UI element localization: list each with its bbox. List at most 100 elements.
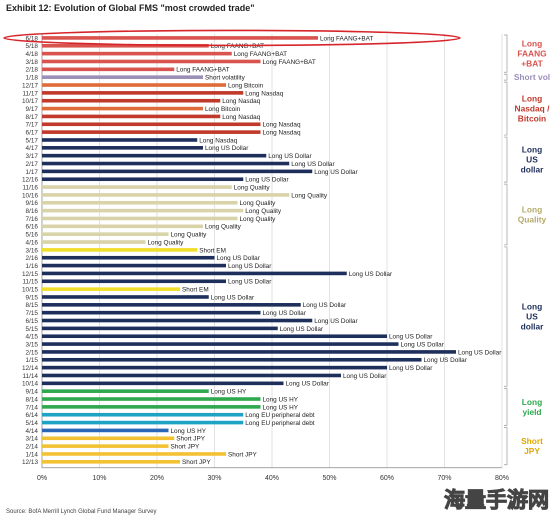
group-label: Long (522, 302, 542, 312)
data-label: Long EU peripheral debt (245, 420, 315, 427)
y-tick-label: 12/17 (22, 82, 38, 89)
y-tick-label: 7/14 (26, 404, 39, 411)
data-label: Long US Dollar (458, 349, 502, 356)
group-bracket (504, 427, 508, 466)
group-label: FAANG (517, 49, 546, 59)
bar (42, 75, 203, 79)
bar (42, 67, 175, 72)
y-tick-label: 6/16 (26, 224, 39, 231)
data-label: Long Quality (240, 200, 277, 207)
bar (42, 334, 387, 339)
data-label: Long FAANG+BAT (320, 35, 373, 42)
y-tick-label: 7/16 (26, 216, 39, 223)
bar (42, 98, 221, 103)
y-tick-label: 8/14 (26, 396, 39, 403)
group-label: JPY (524, 446, 540, 456)
bar (42, 193, 290, 197)
bar (42, 248, 198, 252)
y-tick-label: 2/15 (26, 349, 39, 356)
y-tick-label: 7/15 (26, 310, 39, 317)
bar (42, 460, 180, 464)
bar (42, 83, 226, 87)
bar (42, 106, 203, 111)
y-tick-label: 1/16 (26, 263, 39, 270)
group-label: Long (522, 94, 542, 104)
group-label: +BAT (521, 59, 543, 69)
bar (42, 122, 261, 127)
bar (42, 138, 198, 142)
y-tick-label: 3/15 (26, 341, 39, 348)
group-bracket (504, 136, 508, 183)
data-label: Long FAANG+BAT (263, 59, 316, 66)
data-label: Long Bitcoin (228, 82, 264, 89)
group-label: Long (522, 397, 542, 407)
group-label: dollar (521, 322, 545, 332)
y-tick-label: 5/17 (26, 137, 39, 144)
bar (42, 452, 226, 456)
y-tick-label: 6/17 (26, 130, 39, 137)
data-label: Long EU peripheral debt (245, 412, 315, 419)
data-label: Long US Dollar (314, 318, 358, 325)
bar (42, 91, 244, 95)
y-tick-label: 4/17 (26, 145, 39, 152)
y-tick-label: 4/18 (26, 51, 39, 58)
bar (42, 350, 456, 354)
bar (42, 130, 261, 134)
bar (42, 444, 169, 448)
bar (42, 43, 209, 48)
bar (42, 436, 175, 441)
group-bracket (504, 246, 508, 387)
bar (42, 381, 284, 386)
data-label: Long US Dollar (286, 381, 330, 388)
bar (42, 357, 422, 362)
bar (42, 255, 215, 260)
group-bracket (504, 81, 508, 136)
y-tick-label: 2/18 (26, 67, 39, 74)
y-tick-label: 3/14 (26, 436, 39, 443)
data-label: Long Quality (234, 184, 271, 191)
bar (42, 153, 267, 158)
bar (42, 208, 244, 213)
data-label: Short JPY (182, 459, 212, 466)
y-tick-label: 10/14 (22, 381, 38, 388)
x-tick-label: 40% (265, 475, 279, 482)
y-tick-label: 3/16 (26, 247, 39, 254)
bar (42, 59, 261, 64)
data-label: Long Nasdaq (222, 114, 260, 121)
group-bracket (504, 387, 508, 426)
bar (42, 169, 313, 174)
y-tick-label: 10/17 (22, 98, 38, 105)
data-label: Long US HY (171, 428, 207, 435)
y-tick-label: 5/18 (26, 43, 39, 50)
group-label: Long (522, 145, 542, 155)
y-tick-label: 12/13 (22, 459, 38, 466)
data-label: Short EM (182, 287, 209, 294)
data-label: Long Quality (148, 239, 185, 246)
data-label: Short JPY (228, 451, 258, 458)
data-label: Long US Dollar (228, 263, 272, 270)
y-tick-label: 7/17 (26, 122, 39, 129)
group-label: Short (521, 436, 543, 446)
data-label: Long US HY (263, 404, 299, 411)
bar (42, 279, 226, 284)
x-tick-label: 70% (437, 475, 451, 482)
data-label: Long US Dollar (389, 365, 433, 372)
data-label: Long Nasdaq (263, 130, 301, 137)
data-label: Long US Dollar (401, 341, 445, 348)
highlight-circle (3, 29, 461, 47)
bar (42, 405, 261, 409)
bar (42, 397, 261, 401)
bar (42, 232, 169, 236)
data-label: Long Quality (245, 208, 282, 215)
bar (42, 303, 301, 307)
x-tick-label: 50% (322, 475, 336, 482)
data-label: Long US HY (263, 396, 299, 403)
y-tick-label: 3/17 (26, 153, 39, 160)
bar (42, 373, 341, 378)
data-label: Long US Dollar (280, 326, 324, 333)
bar (42, 146, 203, 150)
data-label: Long US Dollar (314, 169, 358, 176)
bar (42, 263, 226, 268)
y-tick-label: 9/17 (26, 106, 39, 113)
y-tick-label: 8/17 (26, 114, 39, 121)
